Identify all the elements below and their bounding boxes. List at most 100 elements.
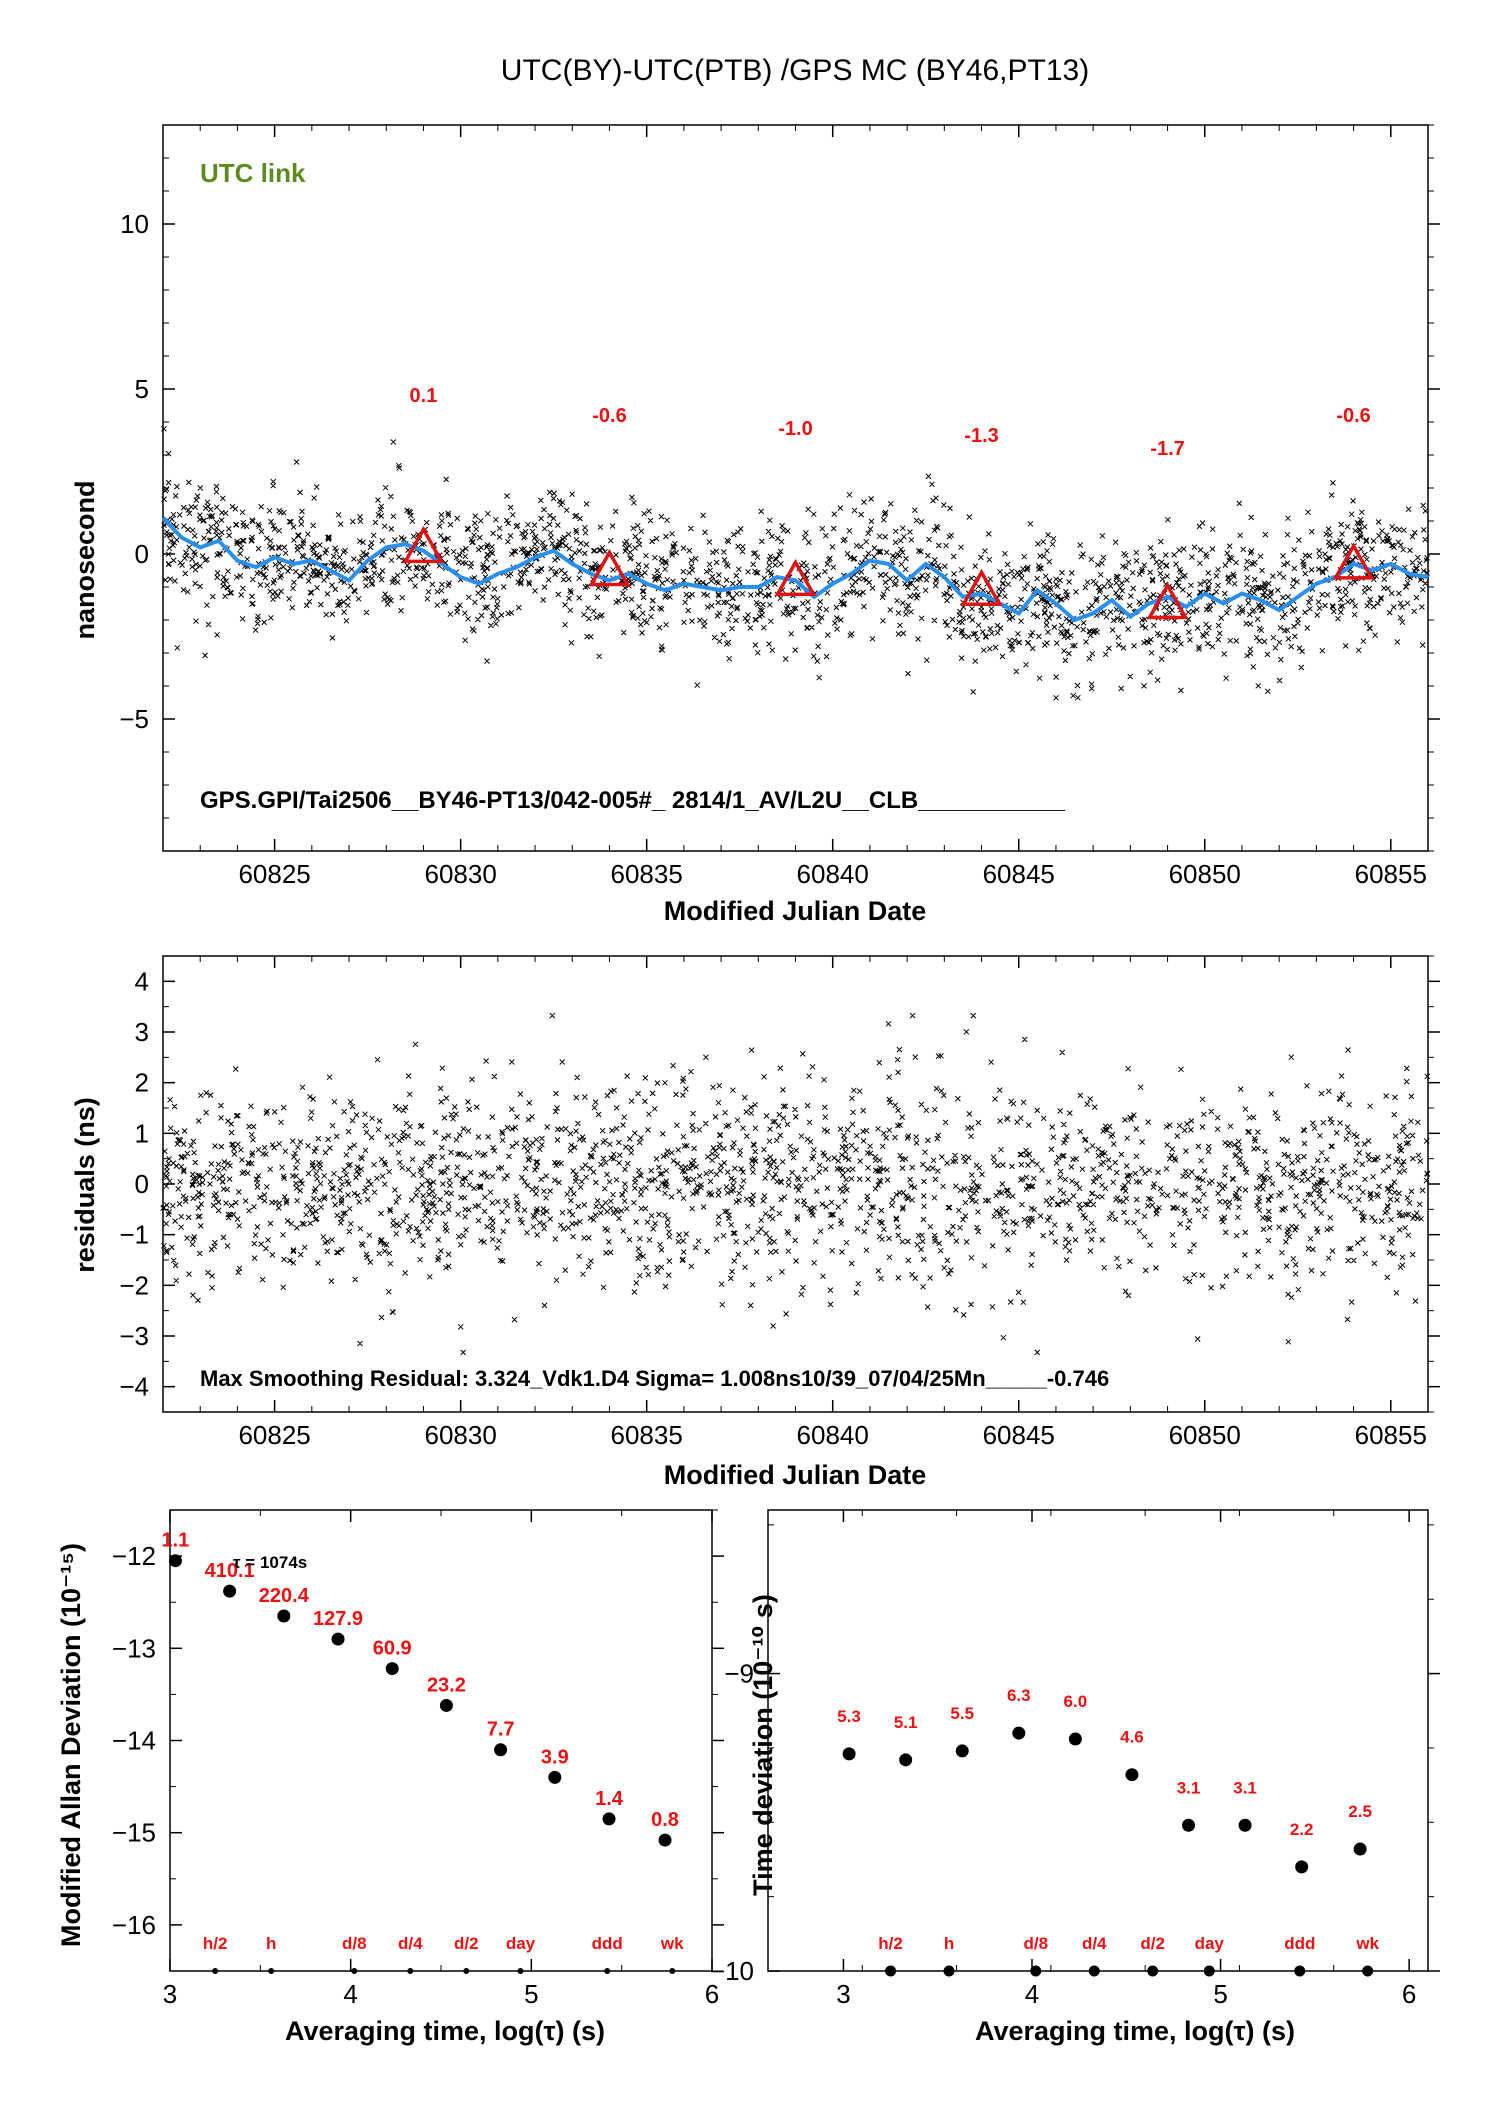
top-marker-triangle <box>1146 581 1189 620</box>
res-ytick-label: 1 <box>135 1118 149 1148</box>
res-ylabel: residuals (ns) <box>70 1097 100 1273</box>
top-xtick-label: 60855 <box>1355 859 1427 889</box>
tdev-point-label: 5.3 <box>837 1707 861 1726</box>
tdev-point-label: 6.0 <box>1064 1692 1088 1711</box>
mdev-ytick-label: −12 <box>112 1541 156 1571</box>
top-ytick-label: −5 <box>119 704 149 734</box>
tdev-point-label: 4.6 <box>1120 1728 1144 1747</box>
mdev-interval-point <box>463 1968 470 1974</box>
mdev-xtick-label: 4 <box>343 1979 357 2009</box>
res-xtick-label: 60825 <box>238 1420 310 1450</box>
tdev-point-label: 2.2 <box>1290 1820 1314 1839</box>
mdev-interval-point <box>669 1968 676 1974</box>
mdev-ytick-label: −15 <box>112 1818 156 1848</box>
res-ytick-label: −2 <box>119 1270 149 1300</box>
top-xtick-label: 60840 <box>797 859 869 889</box>
top-xtick-label: 60850 <box>1169 859 1241 889</box>
mdev-ytick-label: −14 <box>112 1726 156 1756</box>
top-marker-label: -1.3 <box>964 425 998 447</box>
tdev-interval-point <box>1030 1965 1042 1977</box>
top-marker-label: -0.6 <box>592 405 626 427</box>
mdev-point-label: 410.1 <box>205 1560 255 1582</box>
mdev-interval-point <box>407 1968 414 1974</box>
tdev-point <box>1125 1768 1139 1782</box>
mdev-point-label: 0.8 <box>651 1809 679 1831</box>
tdev-point <box>899 1753 913 1767</box>
tdev-ylabel: Time deviation (10⁻¹⁰ s) <box>748 1594 778 1896</box>
tdev-xtick-label: 4 <box>1025 1979 1039 2009</box>
tdev-interval-point <box>1088 1965 1100 1977</box>
mdev-point-label: 60.9 <box>373 1638 412 1660</box>
tdev-point <box>1295 1860 1309 1874</box>
res-xtick-label: 60840 <box>797 1420 869 1450</box>
tdev-interval-label: d/4 <box>1082 1934 1107 1953</box>
mdev-point <box>658 1833 672 1847</box>
res-xtick-label: 60845 <box>983 1420 1055 1450</box>
tdev-ytick-label: −9 <box>724 1659 754 1689</box>
mdev-interval-label: day <box>506 1934 536 1953</box>
tdev-interval-point <box>1362 1965 1374 1977</box>
tdev-interval-label: h <box>944 1934 954 1953</box>
mdev-interval-point <box>268 1968 275 1974</box>
tdev-xlabel: Averaging time, log(τ) (s) <box>975 2016 1295 2046</box>
tdev-interval-label: d/8 <box>1023 1934 1048 1953</box>
top-marker-triangle <box>960 568 1003 607</box>
mdev-point <box>602 1812 616 1826</box>
res-ytick-label: 2 <box>135 1068 149 1098</box>
top-tag: UTC link <box>200 158 306 188</box>
tdev-point <box>1353 1842 1367 1856</box>
mdev-interval-label: h <box>266 1934 276 1953</box>
tdev-ytick-label: −10 <box>710 1956 754 1986</box>
mdev-interval-point <box>517 1968 524 1974</box>
top-xtick-label: 60830 <box>424 859 496 889</box>
top-xlabel: Modified Julian Date <box>664 896 927 926</box>
tdev-point <box>1012 1726 1026 1740</box>
res-xtick-label: 60835 <box>611 1420 683 1450</box>
mdev-xlabel: Averaging time, log(τ) (s) <box>285 2016 605 2046</box>
tdev-interval-label: ddd <box>1284 1934 1315 1953</box>
mdev-interval-point <box>604 1968 611 1974</box>
top-marker-triangle <box>1332 542 1375 580</box>
top-ylabel: nanosecond <box>70 480 100 639</box>
tdev-interval-point <box>943 1965 955 1977</box>
top-marker-triangle <box>588 548 631 587</box>
mdev-point <box>494 1743 508 1757</box>
res-ytick-label: −4 <box>119 1372 149 1402</box>
res-ytick-label: 0 <box>135 1169 149 1199</box>
tdev-xtick-label: 5 <box>1213 1979 1227 2009</box>
top-annotation: GPS.GPI/Tai2506__BY46-PT13/042-005#_ 281… <box>200 787 1066 814</box>
mdev-ytick-label: −13 <box>112 1633 156 1663</box>
mdev-point-label: 7.7 <box>487 1719 515 1741</box>
tdev-point-label: 5.5 <box>950 1704 974 1723</box>
res-xtick-label: 60855 <box>1355 1420 1427 1450</box>
panel-top: 60825 60830 60835 60840 60845 60850 60855 −5 0 5 1… <box>119 124 1440 889</box>
tdev-interval-point <box>1294 1965 1306 1977</box>
mdev-interval-label: h/2 <box>203 1934 228 1953</box>
tdev-point <box>1238 1818 1252 1832</box>
tdev-point-label: 3.1 <box>1233 1778 1257 1797</box>
tdev-interval-point <box>885 1965 897 1977</box>
tdev-xtick-label: 3 <box>836 1979 850 2009</box>
tdev-interval-point <box>1147 1965 1159 1977</box>
tdev-interval-label: h/2 <box>878 1934 903 1953</box>
res-xtick-label: 60850 <box>1169 1420 1241 1450</box>
top-frame <box>162 124 1429 852</box>
tdev-interval-label: d/2 <box>1140 1934 1165 1953</box>
mdev-point <box>331 1632 345 1646</box>
mdev-point <box>277 1609 291 1623</box>
panel-tdev: 3 4 5 6 −10 −9 5.3 5.1 5.5 6.3 6.0 4.6 3.1 3.1 2.2 2.5 h… <box>710 1509 1440 2009</box>
mdev-point <box>385 1662 399 1676</box>
top-ytick-label: 0 <box>135 539 149 569</box>
tdev-point <box>955 1744 969 1758</box>
res-ytick-label: −3 <box>119 1321 149 1351</box>
top-smooth-curve <box>161 516 1429 623</box>
figure-title: UTC(BY)-UTC(PTB) /GPS MC (BY46,PT13) <box>501 54 1089 87</box>
tdev-point <box>842 1747 856 1761</box>
tdev-point <box>1182 1818 1196 1832</box>
top-xtick-label: 60825 <box>238 859 310 889</box>
mdev-point <box>548 1770 562 1784</box>
mdev-point-label: 127.9 <box>313 1608 363 1630</box>
top-xtick-label: 60845 <box>983 859 1055 889</box>
tdev-point-label: 3.1 <box>1177 1778 1201 1797</box>
